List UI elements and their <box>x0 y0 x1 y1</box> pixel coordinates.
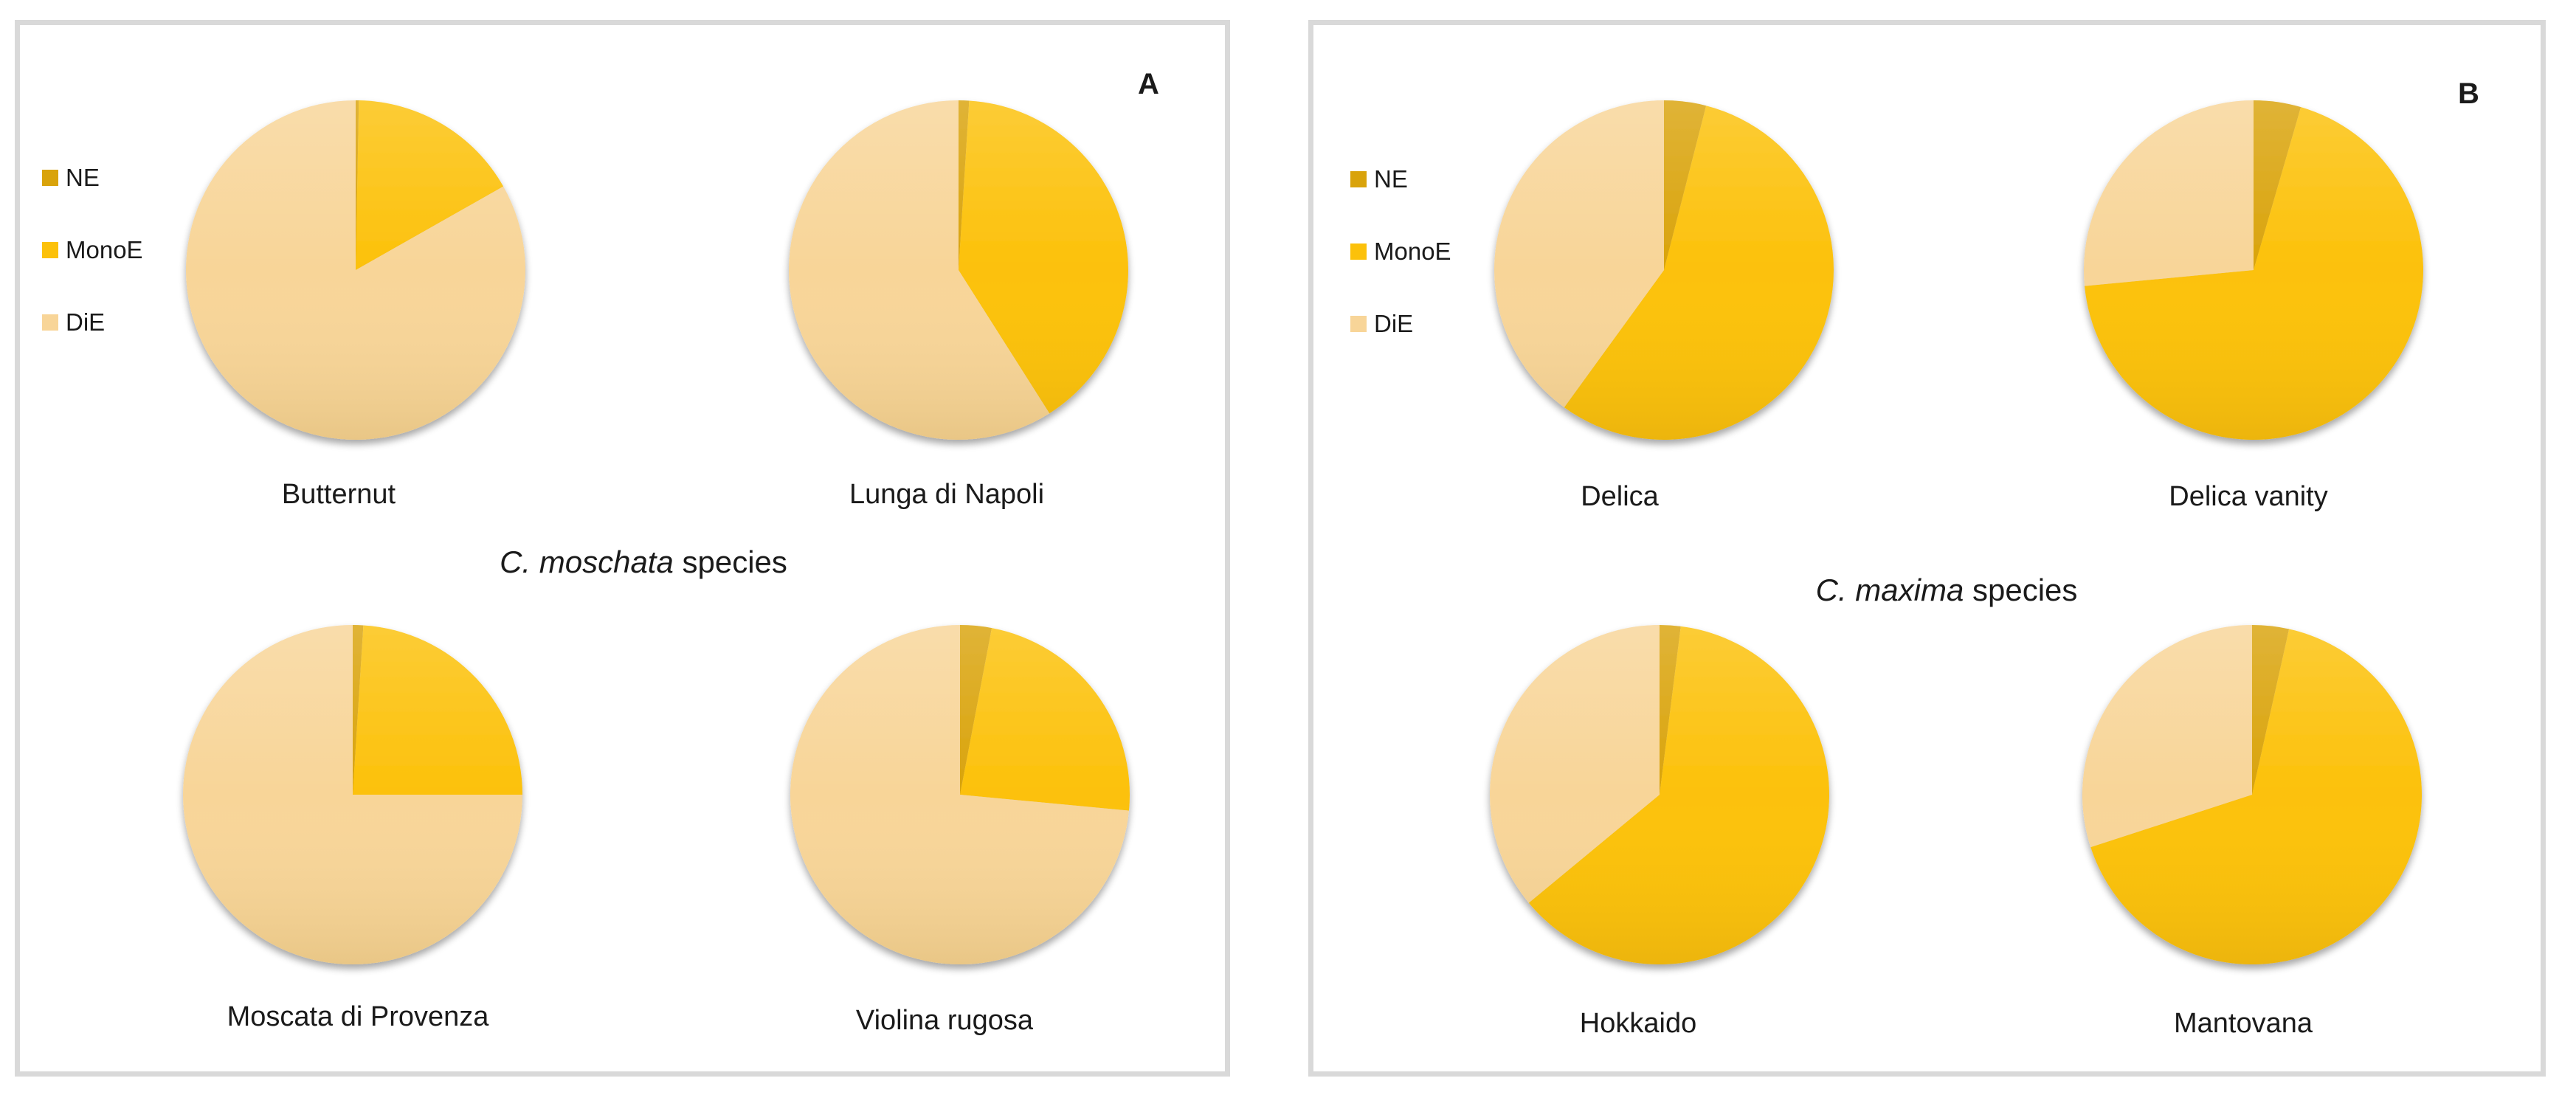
pie-chart <box>2082 625 2422 964</box>
legend-label: NE <box>66 164 100 191</box>
pie-label: Delica <box>1581 481 1659 512</box>
pie-label: Violina rugosa <box>855 1005 1034 1036</box>
legend-item-die: DiE <box>42 310 105 334</box>
legend-swatch-die <box>1350 315 1367 332</box>
legend-item-die: DiE <box>1350 311 1413 336</box>
panel-letter: B <box>2458 77 2479 110</box>
pie-chart <box>790 625 1130 964</box>
legend-item-monoe: MonoE <box>42 238 143 262</box>
pie-label: Moscata di Provenza <box>227 1001 489 1032</box>
pie-shading <box>186 100 525 440</box>
legend-swatch-monoe <box>1350 243 1367 260</box>
species-suffix: species <box>673 545 787 579</box>
legend-swatch-ne <box>42 169 58 186</box>
pie-chart <box>183 625 522 964</box>
pie-label: Mantovana <box>2173 1008 2313 1039</box>
pie-chart <box>185 100 526 440</box>
legend-item-monoe: MonoE <box>1350 239 1451 263</box>
pie-label: Butternut <box>281 479 396 510</box>
species-suffix: species <box>1964 573 2078 607</box>
pie-shading <box>2082 625 2422 964</box>
pie-label: Delica vanity <box>2169 481 2328 512</box>
legend-swatch-ne <box>1350 170 1367 187</box>
pie-label: Lunga di Napoli <box>849 479 1045 510</box>
pie-shading <box>183 625 522 964</box>
pie-shading <box>1490 625 1829 964</box>
panel-a-moschata: A NE MonoE DiE Butternut Lunga di Napoli… <box>15 20 1230 1077</box>
legend-label: DiE <box>66 308 106 336</box>
pie-shading <box>2084 100 2423 440</box>
species-title: C. maxima species <box>1816 575 2078 606</box>
legend-swatch-die <box>42 314 58 331</box>
legend-item-ne: NE <box>42 165 100 190</box>
pie-shading <box>789 100 1128 440</box>
panel-letter: A <box>1138 68 1159 100</box>
pie-chart <box>1490 625 1829 964</box>
legend-label: NE <box>1374 165 1408 193</box>
panel-b-maxima: B NE MonoE DiE Delica Delica vanity Hokk… <box>1308 20 2546 1077</box>
pie-chart <box>2084 100 2423 440</box>
pie-shading <box>790 625 1130 964</box>
pie-shading <box>1494 100 1834 440</box>
legend-label: MonoE <box>66 236 143 263</box>
species-genus: C. maxima <box>1815 573 1964 607</box>
pie-chart <box>789 100 1128 440</box>
pie-label: Hokkaido <box>1579 1008 1697 1039</box>
legend-swatch-monoe <box>42 241 58 258</box>
pie-chart <box>1494 100 1834 440</box>
legend-item-ne: NE <box>1350 167 1408 191</box>
species-genus: C. moschata <box>500 545 674 579</box>
species-title: C. moschata species <box>500 547 787 578</box>
legend-label: DiE <box>1374 310 1414 337</box>
legend-label: MonoE <box>1374 238 1451 265</box>
